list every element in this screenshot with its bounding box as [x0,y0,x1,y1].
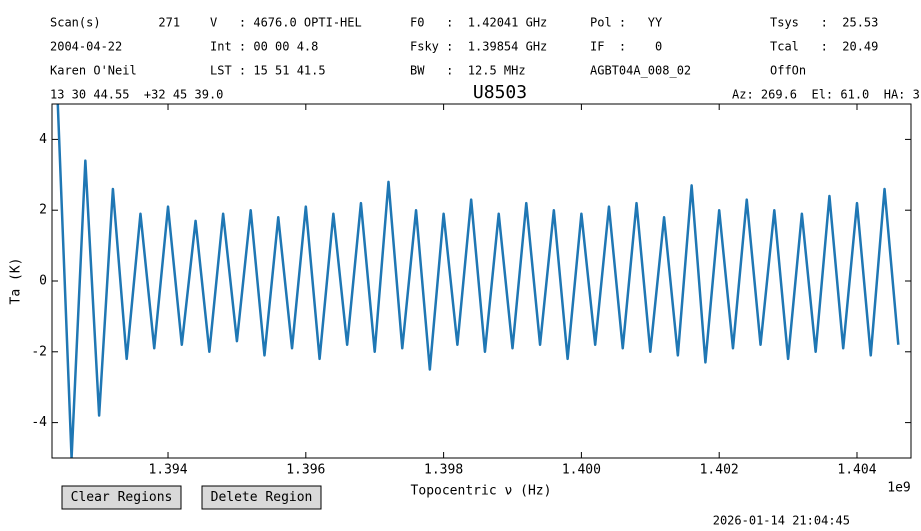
button-label[interactable]: Delete Region [211,490,313,505]
header-field: 2004-04-22 [50,40,122,54]
header-field: Pol : YY [590,16,663,30]
y-axis-label: Ta (K) [9,258,24,305]
pointing: Az: 269.6 El: 61.0 HA: 3 [732,88,920,102]
header-field: Int : 00 00 4.8 [210,40,318,54]
y-tick-label: -4 [31,415,47,430]
x-tick-label: 1.402 [700,463,739,478]
header-field: IF : 0 [590,40,662,54]
y-tick-label: -2 [31,344,47,359]
x-offset-label: 1e9 [887,481,910,496]
y-tick-label: 0 [39,274,47,289]
header-field: V : 4676.0 OPTI-HEL [210,16,362,30]
x-tick-label: 1.398 [424,463,463,478]
header-field: LST : 15 51 41.5 [210,64,326,78]
header-field: OffOn [770,64,806,78]
header-field: Scan(s) 271 [50,16,180,30]
chart-title: U8503 [473,82,527,103]
clear-regions-button[interactable]: Clear Regions [61,485,182,510]
y-tick-label: 4 [39,132,47,147]
header-field: Fsky : 1.39854 GHz [410,40,547,54]
timestamp: 2026-01-14 21:04:45 [713,514,850,528]
y-tick-label: 2 [39,203,47,218]
delete-region-button[interactable]: Delete Region [201,485,322,510]
coords: 13 30 44.55 +32 45 39.0 [50,88,223,102]
header-field: Tsys : 25.53 [770,16,878,30]
header-field: BW : 12.5 MHz [410,64,526,78]
button-label[interactable]: Clear Regions [71,490,173,505]
plot-frame [51,103,912,459]
header-field: AGBT04A_008_02 [590,64,691,78]
header-field: Karen O'Neil [50,64,137,78]
spectrum-line [56,104,900,458]
x-tick-label: 1.404 [837,463,876,478]
x-tick-label: 1.394 [148,463,187,478]
header-field: F0 : 1.42041 GHz [410,16,547,30]
x-axis-label: Topocentric ν (Hz) [411,484,552,499]
header-field: Tcal : 20.49 [770,40,878,54]
x-tick-label: 1.400 [562,463,601,478]
x-tick-label: 1.396 [286,463,325,478]
